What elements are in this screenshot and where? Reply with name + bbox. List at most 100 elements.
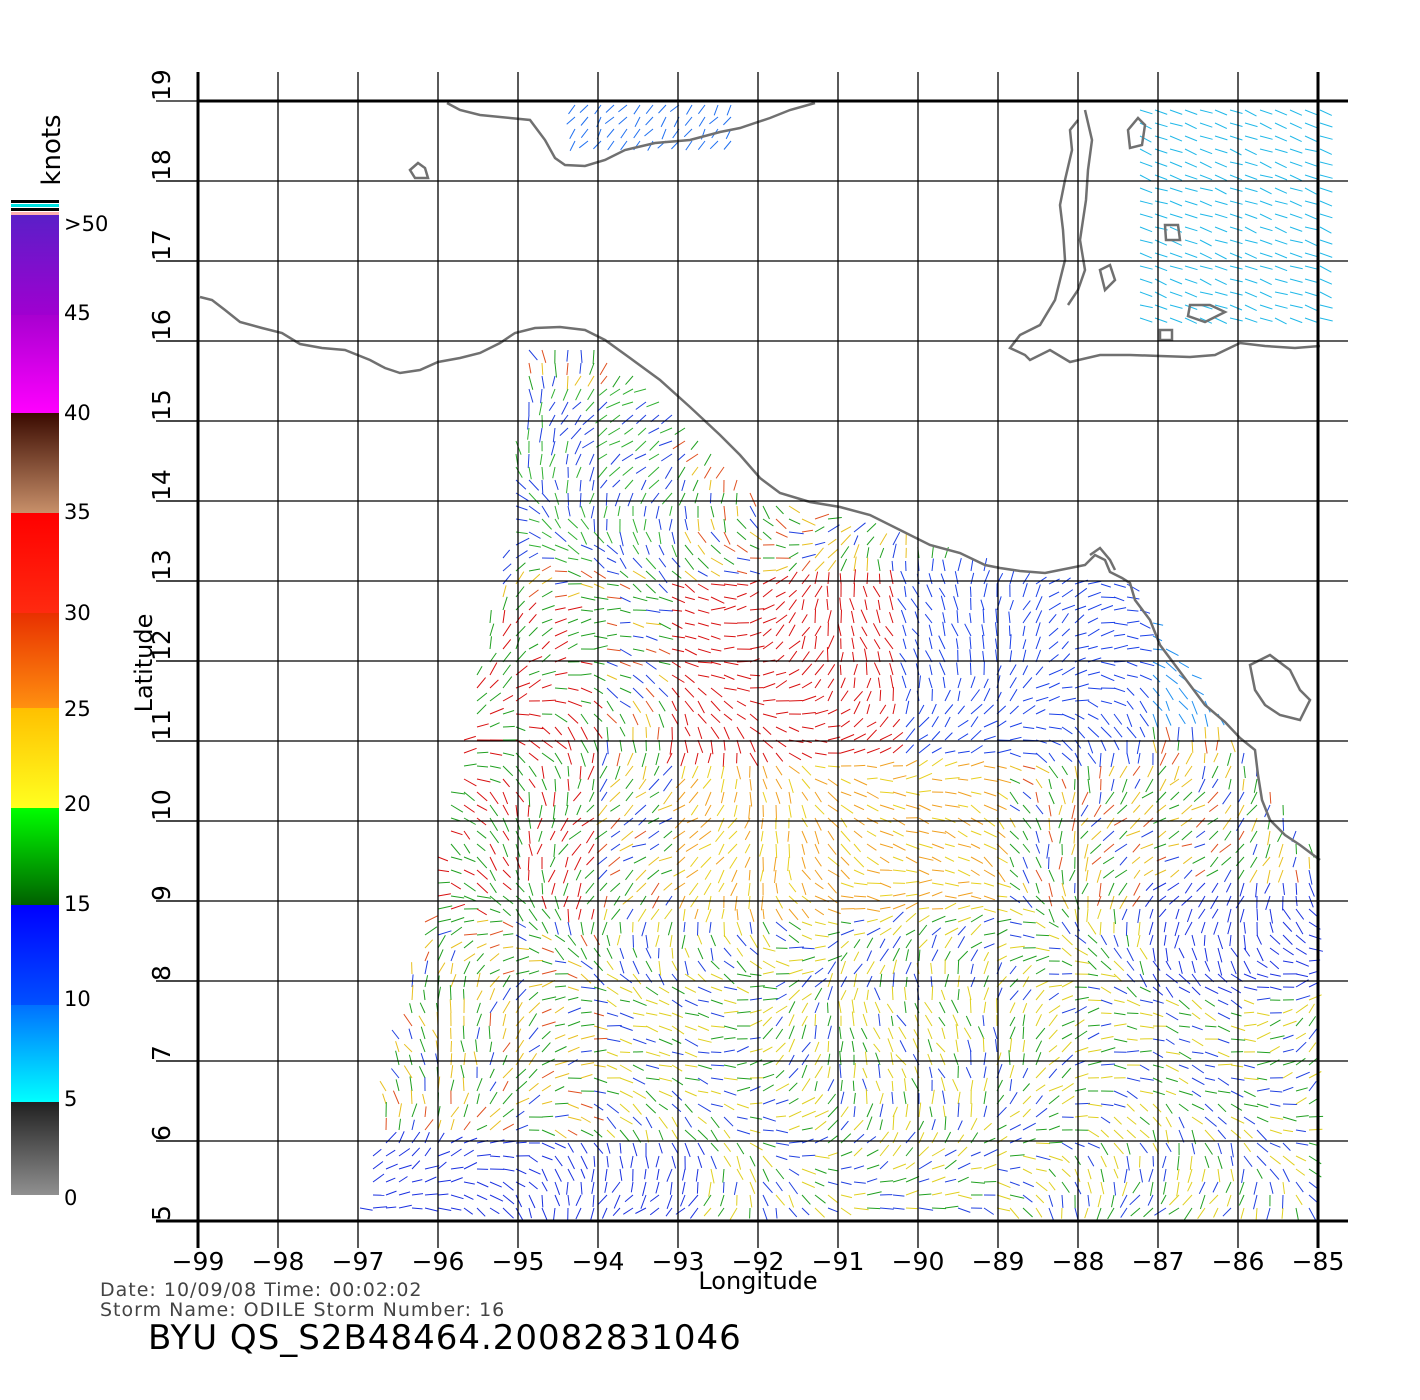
wind-vector (528, 1155, 538, 1163)
wind-vector (892, 687, 894, 702)
colorbar-title: knots (37, 114, 67, 185)
wind-vector (801, 553, 816, 559)
wind-vector (689, 1207, 699, 1219)
wind-vector (502, 908, 512, 917)
wind-vector (554, 1073, 570, 1079)
wind-vector (1278, 843, 1284, 858)
wind-vector (697, 713, 707, 724)
wind-vector (567, 908, 570, 923)
wind-vector (1282, 1194, 1284, 1210)
wind-vector (1113, 999, 1125, 1003)
wind-vector (1139, 291, 1153, 297)
wind-vector (580, 531, 588, 545)
wind-vector (827, 560, 837, 572)
wind-vector (866, 523, 877, 533)
wind-vector (553, 1207, 556, 1220)
wind-vector (567, 726, 576, 741)
wind-vector (801, 1127, 813, 1131)
wind-vector (788, 700, 803, 702)
wind-vector (866, 908, 880, 912)
wind-vector (1035, 1155, 1051, 1161)
wind-vector (957, 950, 969, 962)
wind-vector (983, 704, 994, 715)
wind-vector (900, 609, 907, 624)
wind-vector (1184, 174, 1198, 180)
wind-vector (1113, 947, 1122, 959)
wind-vector (552, 804, 556, 820)
wind-vector (840, 778, 851, 784)
colorbar-label: 20 (64, 792, 91, 816)
wind-vector (697, 570, 708, 577)
wind-vector (697, 921, 699, 936)
wind-vector (1269, 960, 1280, 970)
wind-vector (788, 934, 800, 944)
wind-vector (1086, 908, 1089, 923)
wind-vector (866, 536, 875, 546)
wind-vector (450, 1148, 462, 1157)
wind-vector (450, 1194, 464, 1200)
wind-vector (1176, 1168, 1180, 1181)
wind-vector (905, 939, 912, 949)
wind-vector (1269, 947, 1280, 955)
wind-vector (924, 1014, 933, 1027)
wind-vector (1204, 1012, 1216, 1022)
wind-vector (957, 843, 972, 848)
wind-vector (1154, 213, 1168, 219)
wind-vector (970, 791, 982, 795)
wind-vector (671, 1090, 683, 1101)
wind-vector (762, 960, 776, 969)
wind-vector (1184, 252, 1198, 258)
wind-vector (905, 880, 920, 884)
wind-vector (1204, 1077, 1216, 1081)
wind-vector (684, 116, 693, 126)
wind-vector (814, 1136, 829, 1144)
wind-vector (684, 1051, 698, 1058)
wind-vector (775, 624, 785, 637)
wind-vector (788, 668, 800, 676)
wind-vector (650, 908, 660, 920)
wind-vector (569, 140, 576, 152)
wind-vector (1048, 1125, 1060, 1131)
wind-vector (1152, 726, 1156, 740)
wind-vector (1035, 584, 1041, 598)
wind-vector (1071, 817, 1076, 832)
wind-vector (1009, 1079, 1013, 1092)
wind-vector (1074, 713, 1085, 720)
wind-vector (580, 128, 589, 139)
wind-vector (736, 1129, 751, 1135)
wind-vector (580, 1103, 593, 1109)
wind-vector (669, 1181, 673, 1195)
wind-vector (1169, 778, 1180, 786)
wind-vector (736, 700, 747, 707)
wind-vector (648, 427, 660, 434)
wind-vector (1022, 843, 1031, 853)
wind-vector (1217, 1142, 1222, 1155)
wind-vector (1139, 1142, 1148, 1154)
wind-vector (1168, 895, 1180, 905)
wind-vector (502, 856, 510, 867)
wind-vector (528, 726, 544, 730)
wind-vector (1191, 713, 1197, 724)
wind-vector (892, 843, 906, 851)
wind-vector (554, 921, 559, 935)
x-tick-label: −88 (1052, 1247, 1105, 1276)
wind-vector (944, 1159, 957, 1170)
wind-vector (801, 1015, 808, 1027)
wind-vector (655, 1181, 660, 1194)
wind-vector (1061, 752, 1073, 762)
wind-vector (528, 921, 538, 931)
wind-vector (1085, 869, 1089, 882)
wind-vector (1199, 122, 1213, 128)
wind-vector (1022, 1207, 1033, 1218)
y-tick-label: 5 (147, 1205, 176, 1221)
wind-vector (588, 791, 595, 802)
wind-vector (1022, 882, 1029, 894)
wind-vector (606, 531, 613, 544)
wind-vector (892, 1106, 898, 1118)
wind-vector (1093, 804, 1102, 818)
wind-vector (840, 677, 846, 689)
wind-vector (489, 908, 501, 914)
wind-vector (658, 739, 661, 751)
wind-vector (1217, 1168, 1221, 1183)
wind-vector (1177, 726, 1180, 742)
